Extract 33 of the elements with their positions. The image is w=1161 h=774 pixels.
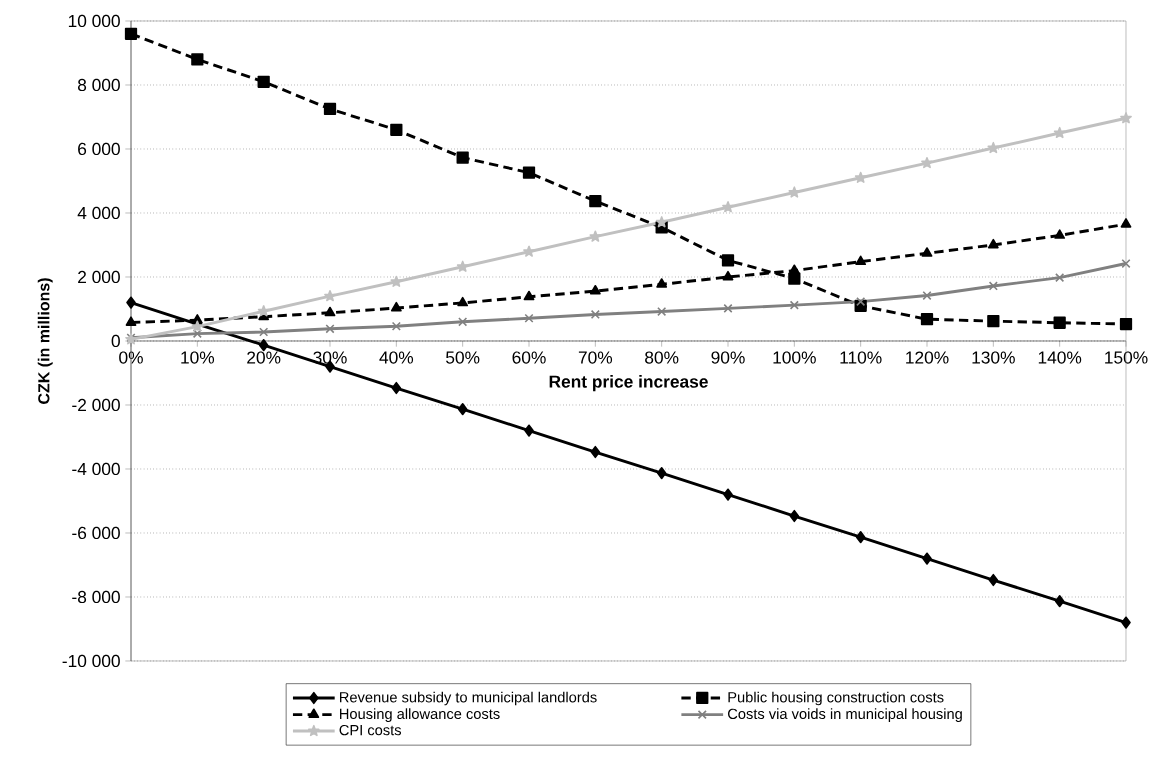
x-tick-label: 100% [773, 351, 816, 364]
y-axis-title: CZK (in millions) [37, 278, 53, 404]
y-tick-label: -8 000 [72, 590, 120, 604]
x-tick-label: 130% [972, 351, 1015, 364]
x-tick-label: 40% [379, 351, 414, 364]
legend-label: CPI costs [339, 724, 402, 736]
y-tick-label: 2 000 [78, 270, 120, 284]
x-tick-label: 60% [512, 351, 546, 364]
x-tick-label: 150% [1105, 351, 1148, 364]
y-tick-label: 4 000 [77, 206, 120, 220]
y-tick-label: 8 000 [77, 78, 120, 92]
legend-label: Housing allowance costs [340, 708, 500, 722]
y-tick-label: 0 [111, 334, 120, 348]
x-tick-label: 10% [181, 351, 215, 364]
y-tick-label: -4 000 [72, 462, 120, 476]
legend-label: Revenue subsidy to municipal landlords [340, 691, 597, 706]
x-tick-label: 140% [1038, 351, 1082, 364]
x-tick-label: 120% [906, 351, 949, 364]
legend-label: Public housing construction costs [728, 691, 944, 706]
x-tick-label: 0% [119, 351, 143, 364]
y-tick-label: 6 000 [78, 142, 120, 156]
y-tick-label: -6 000 [72, 526, 120, 540]
x-tick-label: 80% [645, 351, 679, 364]
legend-label: Costs via voids in municipal housing [728, 708, 962, 722]
x-tick-label: 50% [446, 351, 480, 364]
y-tick-label: -10 000 [62, 654, 120, 668]
x-tick-label: 20% [247, 351, 281, 364]
x-tick-label: 110% [840, 351, 882, 364]
y-tick-label: 10 000 [68, 14, 120, 28]
x-tick-label: 90% [711, 351, 745, 364]
x-tick-label: 70% [578, 351, 613, 364]
y-tick-label: -2 000 [72, 398, 120, 412]
x-axis-title: Rent price increase [549, 375, 708, 392]
